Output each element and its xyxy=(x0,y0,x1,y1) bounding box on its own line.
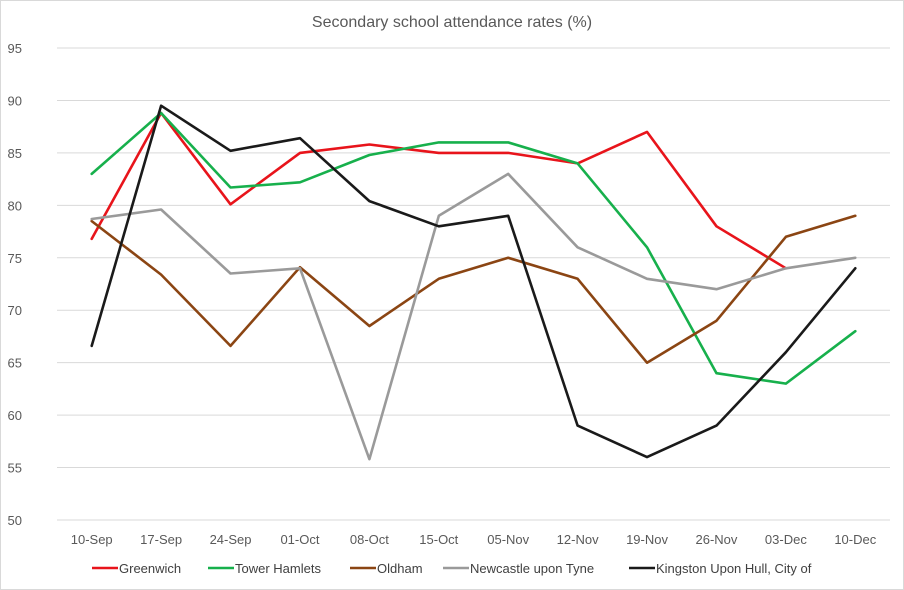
x-tick-label: 19-Nov xyxy=(626,532,668,547)
x-tick-label: 08-Oct xyxy=(350,532,389,547)
y-tick-label: 85 xyxy=(8,146,22,161)
x-tick-label: 10-Sep xyxy=(71,532,113,547)
x-tick-label: 26-Nov xyxy=(695,532,737,547)
gridlines xyxy=(57,47,890,521)
x-axis-ticks: 10-Sep 17-Sep 24-Sep 01-Oct 08-Oct 15-Oct 05-N… xyxy=(71,532,877,547)
y-tick-label: 55 xyxy=(8,461,22,476)
series-line-greenwich xyxy=(90,111,788,270)
legend-label: Newcastle upon Tyne xyxy=(470,561,594,576)
x-tick-label: 03-Dec xyxy=(765,532,807,547)
x-tick-label: 12-Nov xyxy=(557,532,599,547)
x-tick-label: 15-Oct xyxy=(419,532,458,547)
chart-title: Secondary school attendance rates (%) xyxy=(312,14,592,31)
y-tick-label: 60 xyxy=(8,408,22,423)
y-tick-label: 50 xyxy=(8,513,22,528)
y-tick-label: 90 xyxy=(8,93,22,108)
series-line-newcastle-upon-tyne xyxy=(90,172,857,461)
y-tick-label: 70 xyxy=(8,303,22,318)
series-line-kingston-upon-hull-city-of xyxy=(90,104,857,459)
legend-label: Oldham xyxy=(377,561,423,576)
y-tick-label: 75 xyxy=(8,251,22,266)
series-lines xyxy=(90,104,857,461)
series-line-oldham xyxy=(90,214,857,364)
x-tick-label: 24-Sep xyxy=(210,532,252,547)
y-axis-ticks: 50 55 60 65 70 75 80 85 90 95 xyxy=(8,41,22,528)
x-tick-label: 17-Sep xyxy=(140,532,182,547)
x-tick-label: 05-Nov xyxy=(487,532,529,547)
y-tick-label: 95 xyxy=(8,41,22,56)
y-tick-label: 80 xyxy=(8,198,22,213)
x-tick-label: 10-Dec xyxy=(834,532,876,547)
legend: Greenwich Tower Hamlets Oldham Newcastle up… xyxy=(92,561,812,576)
y-tick-label: 65 xyxy=(8,356,22,371)
legend-label: Tower Hamlets xyxy=(235,561,321,576)
series-line-tower-hamlets xyxy=(90,111,857,385)
legend-label: Kingston Upon Hull, City of xyxy=(656,561,812,576)
legend-label: Greenwich xyxy=(119,561,181,576)
x-tick-label: 01-Oct xyxy=(280,532,319,547)
